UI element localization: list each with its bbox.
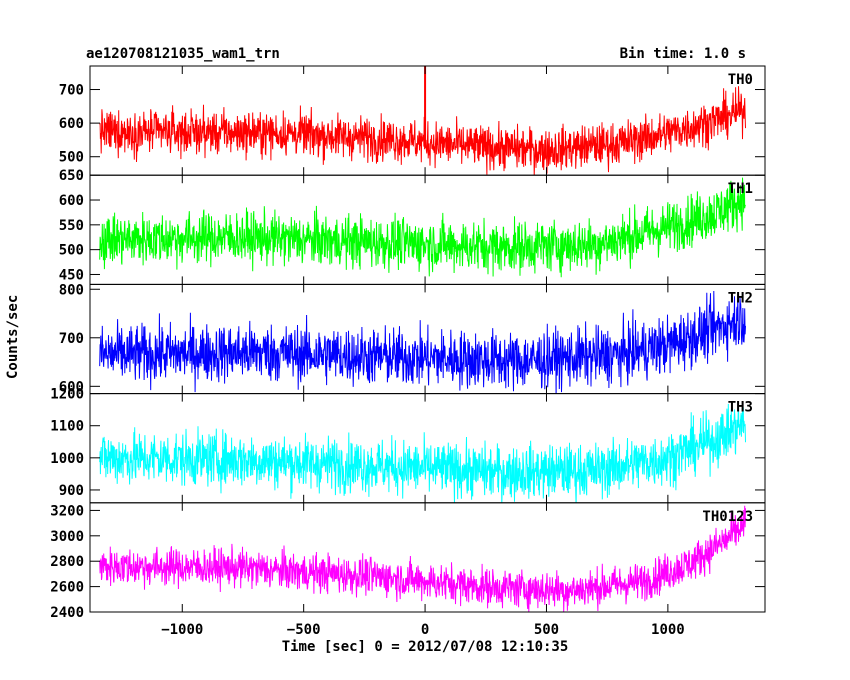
y-axis-label: Counts/sec xyxy=(5,294,21,379)
y-tick-label-th0: 500 xyxy=(59,150,84,166)
panel-frame-th0123 xyxy=(89,502,766,613)
series-line-th3 xyxy=(99,403,746,503)
y-tick-label-th1: 600 xyxy=(59,193,84,209)
x-tick-label: −1000 xyxy=(161,622,203,638)
x-tick-label: 0 xyxy=(421,622,429,638)
panel-label-th3: TH3 xyxy=(728,400,753,416)
y-tick-label-th2: 600 xyxy=(59,379,84,395)
panel-label-th0: TH0 xyxy=(728,72,753,88)
x-tick-label: 500 xyxy=(534,622,559,638)
series-line-th0123 xyxy=(99,505,746,612)
y-tick-label-th0123: 2400 xyxy=(50,605,84,621)
y-tick-label-th1: 650 xyxy=(59,168,84,184)
chart-title: ae120708121035_wam1_trn xyxy=(86,46,280,62)
y-tick-label-th0123: 2800 xyxy=(50,554,84,570)
panel-label-th1: TH1 xyxy=(728,181,753,197)
y-tick-label-th1: 550 xyxy=(59,218,84,234)
y-tick-label-th3: 900 xyxy=(59,483,84,499)
y-tick-label-th3: 1100 xyxy=(50,419,84,435)
series-line-th0 xyxy=(99,86,746,176)
bin-time-label: Bin time: 1.0 s xyxy=(619,46,746,62)
y-tick-label-th2: 700 xyxy=(59,331,84,347)
panel-label-th2: TH2 xyxy=(728,290,753,306)
y-tick-label-th0: 600 xyxy=(59,116,84,132)
y-tick-label-th3: 1000 xyxy=(50,451,84,467)
x-tick-label: 1000 xyxy=(651,622,685,638)
y-tick-label-th0123: 2600 xyxy=(50,580,84,596)
y-tick-label-th1: 500 xyxy=(59,243,84,259)
y-tick-label-th1: 450 xyxy=(59,267,84,283)
series-line-th2 xyxy=(99,290,746,394)
y-tick-label-th0: 700 xyxy=(59,83,84,99)
y-tick-label-th0123: 3000 xyxy=(50,529,84,545)
y-tick-label-th3: 1200 xyxy=(50,387,84,403)
panel-label-th0123: TH0123 xyxy=(702,509,753,525)
series-line-th1 xyxy=(99,177,746,278)
x-axis-label: Time [sec] 0 = 2012/07/08 12:10:35 xyxy=(281,639,569,655)
y-tick-label-th0123: 3200 xyxy=(50,503,84,519)
y-tick-label-th2: 800 xyxy=(59,282,84,298)
x-tick-label: −500 xyxy=(287,622,321,638)
